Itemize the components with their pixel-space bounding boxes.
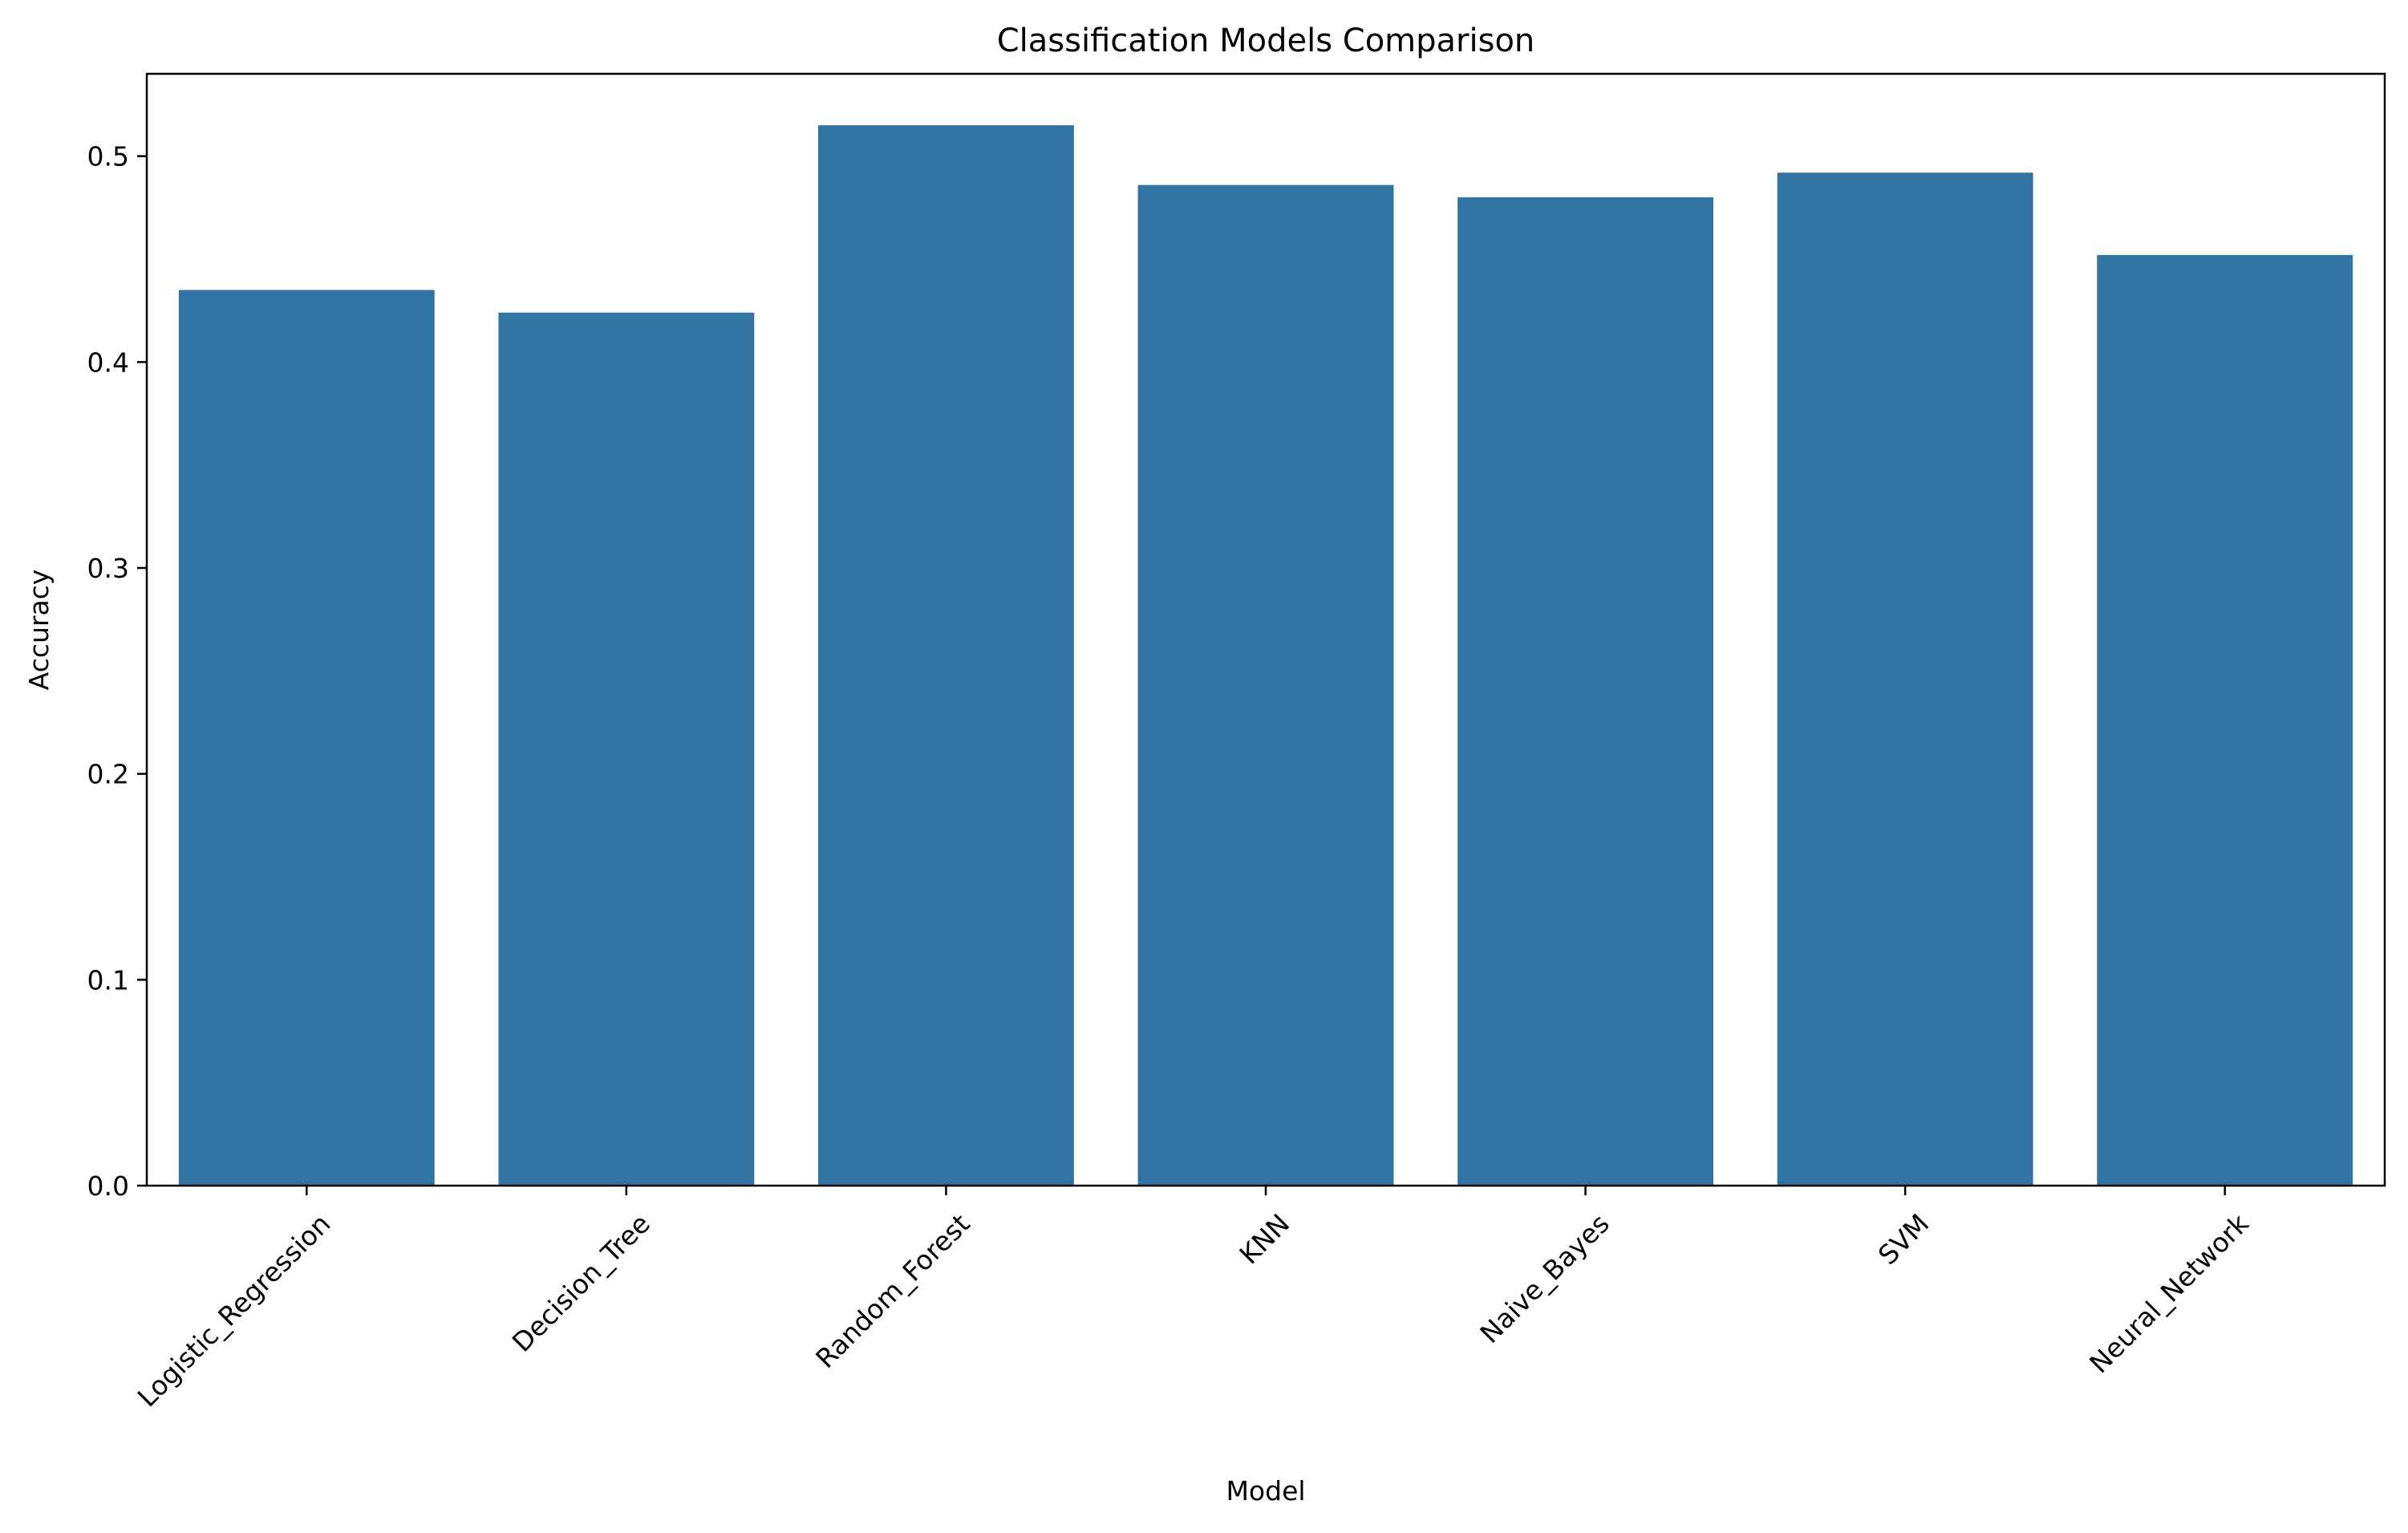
bar-logistic-regression <box>178 290 435 1186</box>
y-axis-ticks: 0.0 0.1 0.2 0.3 0.4 0.5 <box>87 141 147 1202</box>
y-tick-label: 0.3 <box>87 553 129 584</box>
bars-layer <box>178 125 2353 1186</box>
bar-knn <box>1137 185 1394 1186</box>
plot-frame <box>145 72 2386 1187</box>
chart-title: Classification Models Comparison <box>997 22 1535 59</box>
y-tick-label: 0.4 <box>87 347 129 378</box>
y-tick-label: 0.2 <box>87 759 129 790</box>
bar-decision-tree <box>498 312 755 1186</box>
y-tick-label: 0.0 <box>87 1170 129 1202</box>
bar-naive-bayes <box>1457 197 1713 1186</box>
y-tick-label: 0.1 <box>87 964 129 996</box>
y-axis-label: Accuracy <box>23 570 55 691</box>
bar-neural-network <box>2097 254 2353 1186</box>
bar-random-forest <box>818 125 1074 1186</box>
bar-svm <box>1777 172 2033 1186</box>
x-axis-label: Model <box>1226 1475 1305 1507</box>
y-tick-label: 0.5 <box>87 141 129 172</box>
